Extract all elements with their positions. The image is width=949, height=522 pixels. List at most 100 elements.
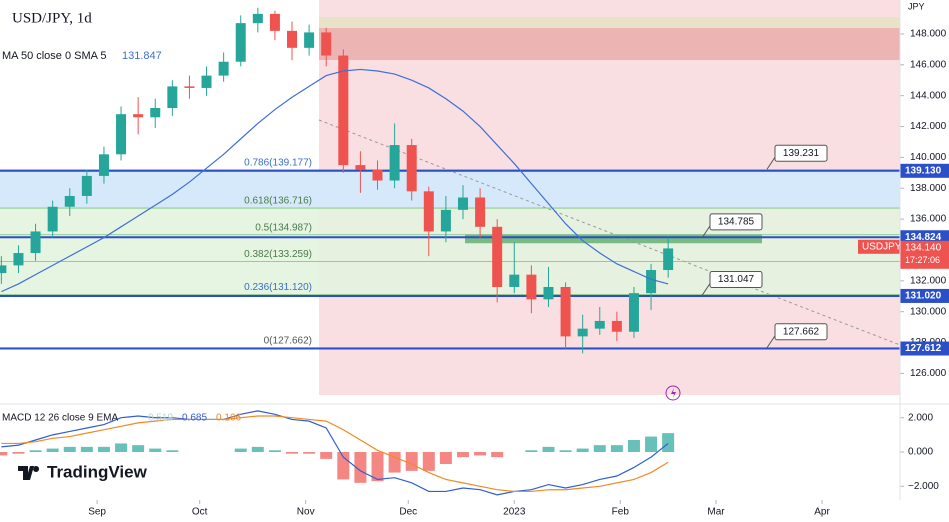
callout-pointer	[701, 283, 711, 296]
x-tick-label: Nov	[297, 507, 315, 518]
y-tick-label: 130.000	[910, 306, 947, 317]
macd-hist-bar	[12, 452, 25, 454]
logo: TradingView	[6, 456, 160, 490]
macd-hist-bar	[286, 452, 299, 454]
candle-body	[338, 55, 349, 166]
macd-line	[1, 410, 669, 496]
y-tick-label: 142.000	[910, 121, 947, 132]
candle-body	[184, 86, 195, 88]
candle-body	[646, 270, 657, 294]
axis-unit: JPY	[908, 1, 925, 11]
macd-hist-bar	[149, 448, 162, 452]
macd-signal-line	[1, 415, 669, 493]
macd-hist-bar	[388, 452, 401, 473]
callout-box	[774, 323, 828, 341]
macd-hist-bar	[491, 452, 504, 458]
countdown: 17:27:06	[905, 255, 940, 265]
candle-body	[252, 13, 263, 24]
macd-legend-value: 0.166	[216, 413, 241, 424]
callout-label: 127.662	[783, 326, 820, 337]
candle-body	[372, 169, 383, 181]
candle-body	[509, 274, 520, 287]
callout-pointer	[766, 335, 776, 349]
level-tag	[900, 288, 949, 303]
macd-hist-bar	[422, 452, 435, 471]
x-tick-label: Sep	[88, 507, 106, 518]
zone-blue	[0, 170, 900, 209]
candle-body	[457, 197, 468, 210]
callout-pointer	[701, 225, 711, 239]
macd-legend-value: 0.519	[148, 413, 173, 424]
x-tick-label: Mar	[707, 507, 725, 518]
y-tick-label: 140.000	[910, 152, 947, 163]
candle-body	[492, 226, 503, 287]
candle-body	[64, 195, 75, 207]
macd-legend-value: 0.685	[182, 413, 207, 424]
macd-hist-bar	[593, 445, 606, 452]
candle-body	[167, 86, 178, 109]
fib-label: 0(127.662)	[264, 335, 312, 346]
candle-body	[560, 286, 571, 337]
candle-body	[475, 197, 486, 227]
macd-hist-bar	[115, 443, 128, 452]
candle-body	[440, 209, 451, 232]
y-tick-label: 126.000	[910, 368, 947, 379]
candle-body	[235, 23, 246, 62]
macd-hist-bar	[0, 452, 8, 456]
candle-body	[13, 253, 24, 266]
callout-box	[709, 213, 763, 231]
zone-beige	[319, 17, 900, 28]
callout-label: 134.785	[718, 216, 755, 227]
event-icon	[671, 388, 676, 398]
price-label: 134.140	[905, 242, 942, 253]
macd-hist-bar	[268, 450, 281, 452]
candle-body	[287, 30, 298, 48]
y-tick-label: 136.000	[910, 214, 947, 225]
candle-body	[423, 191, 434, 232]
candle-body	[577, 328, 588, 337]
macd-hist-bar	[371, 452, 384, 482]
logo-text: TradingView	[47, 462, 148, 481]
y-tick-label: 144.000	[910, 90, 947, 101]
candle-body	[321, 32, 332, 56]
fib-label: 0.5(134.987)	[255, 222, 312, 233]
macd-y-tick-label: 0.000	[908, 447, 933, 458]
macd-hist-bar	[645, 436, 658, 452]
x-tick-label: Apr	[814, 507, 830, 518]
candle-body	[201, 75, 212, 88]
y-tick-label: 146.000	[910, 59, 947, 70]
zone-red	[319, 28, 900, 60]
macd-y-tick-label: −2.000	[908, 481, 939, 492]
candle-body	[218, 61, 229, 76]
candle-body	[663, 248, 674, 271]
fib-label: 0.786(139.177)	[244, 158, 312, 169]
macd-hist-bar	[80, 446, 93, 452]
macd-hist-bar	[320, 452, 333, 459]
logo-icon	[18, 466, 40, 480]
y-tick-label: 132.000	[910, 275, 947, 286]
macd-hist-bar	[97, 446, 110, 452]
macd-hist-bar	[405, 452, 418, 471]
callout-box	[709, 271, 763, 289]
callout-box	[774, 144, 828, 162]
zone-green-bar	[465, 234, 762, 244]
candle-body	[98, 154, 109, 176]
candle-body	[389, 145, 400, 181]
macd-hist-bar	[542, 446, 555, 452]
level-tag-label: 131.020	[905, 291, 942, 302]
candle-body	[355, 165, 366, 170]
macd-hist-bar	[132, 445, 145, 452]
logo-box	[6, 456, 160, 490]
x-tick-label: Dec	[399, 507, 417, 518]
callout-label: 131.047	[718, 274, 755, 285]
candle-body	[526, 274, 537, 300]
x-tick-label: Oct	[192, 507, 208, 518]
callout-pointer	[766, 156, 776, 170]
y-tick-label: 138.000	[910, 183, 947, 194]
price-tag	[858, 239, 900, 254]
level-tag	[900, 230, 949, 245]
macd-title: MACD 12 26 close 9 EMA	[2, 413, 118, 424]
level-tag-label: 127.612	[905, 343, 942, 354]
macd-hist-bar	[29, 450, 42, 452]
candle-body	[611, 320, 622, 332]
